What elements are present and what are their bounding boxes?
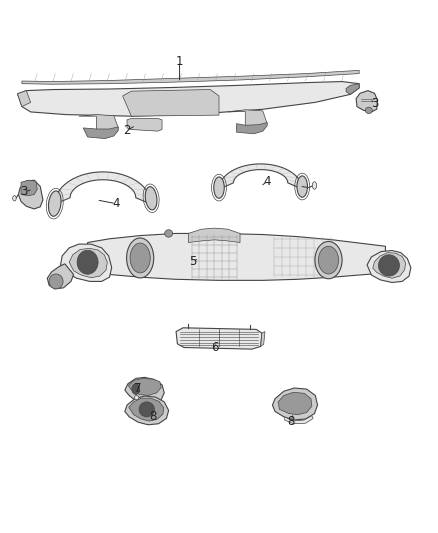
Polygon shape <box>261 332 265 346</box>
Polygon shape <box>228 110 267 132</box>
Text: 8: 8 <box>150 410 157 423</box>
Text: 5: 5 <box>189 255 196 268</box>
Polygon shape <box>127 118 162 131</box>
Ellipse shape <box>132 384 140 394</box>
Ellipse shape <box>214 177 224 198</box>
Text: 3: 3 <box>21 185 28 198</box>
Text: 2: 2 <box>123 124 131 137</box>
Polygon shape <box>278 392 312 415</box>
Polygon shape <box>125 377 164 404</box>
Polygon shape <box>21 180 37 196</box>
Polygon shape <box>188 228 240 243</box>
Ellipse shape <box>312 182 317 189</box>
Ellipse shape <box>130 243 150 273</box>
Ellipse shape <box>139 402 154 417</box>
Polygon shape <box>22 70 359 84</box>
Ellipse shape <box>49 274 63 289</box>
Polygon shape <box>123 90 219 116</box>
Polygon shape <box>18 180 43 209</box>
Text: 3: 3 <box>371 98 378 110</box>
Ellipse shape <box>49 191 61 216</box>
Polygon shape <box>356 91 378 112</box>
Ellipse shape <box>127 238 154 278</box>
Polygon shape <box>18 82 359 116</box>
Ellipse shape <box>297 176 307 197</box>
Polygon shape <box>69 248 107 278</box>
Text: 6: 6 <box>211 341 219 354</box>
Polygon shape <box>272 388 318 420</box>
Polygon shape <box>373 253 406 278</box>
Polygon shape <box>129 398 164 421</box>
Ellipse shape <box>165 230 173 237</box>
Polygon shape <box>128 378 161 395</box>
Polygon shape <box>176 328 262 349</box>
Polygon shape <box>125 396 169 425</box>
Polygon shape <box>60 244 112 281</box>
Ellipse shape <box>315 241 342 279</box>
Ellipse shape <box>365 107 372 114</box>
Ellipse shape <box>378 255 399 276</box>
Text: 4: 4 <box>263 175 271 188</box>
Polygon shape <box>237 123 267 134</box>
Text: 4: 4 <box>112 197 120 210</box>
Ellipse shape <box>13 196 16 201</box>
Polygon shape <box>18 91 31 107</box>
Text: 1: 1 <box>176 55 184 68</box>
Ellipse shape <box>145 187 157 210</box>
Polygon shape <box>346 84 359 94</box>
Ellipse shape <box>134 395 139 400</box>
Text: 7: 7 <box>134 382 142 394</box>
Polygon shape <box>47 264 74 289</box>
Ellipse shape <box>77 250 98 274</box>
Polygon shape <box>88 233 385 280</box>
Polygon shape <box>219 164 302 189</box>
Polygon shape <box>55 172 151 204</box>
Polygon shape <box>367 251 411 282</box>
Text: 8: 8 <box>288 415 295 427</box>
Ellipse shape <box>318 246 339 274</box>
Polygon shape <box>285 416 313 424</box>
Polygon shape <box>83 127 118 139</box>
Polygon shape <box>79 115 118 137</box>
